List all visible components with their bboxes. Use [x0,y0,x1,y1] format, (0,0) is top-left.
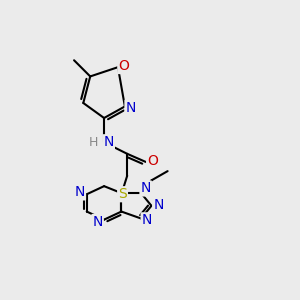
Text: N: N [140,182,151,196]
Text: N: N [92,215,103,229]
Text: O: O [147,154,158,168]
Text: O: O [118,59,129,73]
Text: N: N [153,198,164,212]
Text: N: N [142,213,152,227]
Text: N: N [75,185,85,200]
Text: N: N [125,100,136,115]
Text: S: S [118,187,127,201]
Text: N: N [103,135,114,149]
Text: H: H [89,136,98,149]
